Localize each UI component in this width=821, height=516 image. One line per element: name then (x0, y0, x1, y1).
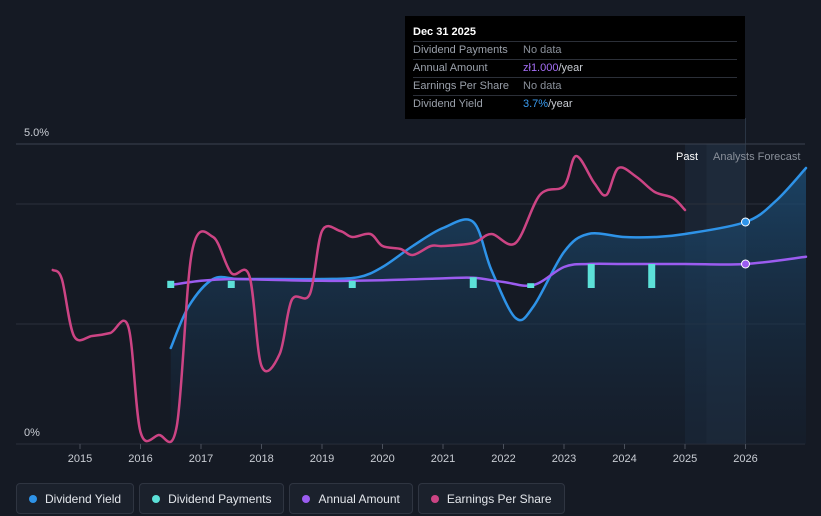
y-tick-label: 0% (24, 427, 40, 439)
dividend-yield-marker (741, 217, 750, 227)
legend-item-dividend-payments[interactable]: Dividend Payments (139, 483, 285, 514)
dividend-payment-bar (527, 283, 535, 288)
tooltip-row-annual-amount: Annual Amount zł1.000/year (413, 60, 737, 78)
tooltip-value: zł1.000/year (523, 60, 583, 77)
x-tick-label: 2017 (189, 453, 213, 465)
x-tick-label: 2016 (128, 453, 152, 465)
legend-label: Annual Amount (318, 491, 400, 506)
legend-label: Earnings Per Share (446, 491, 552, 506)
legend-item-earnings-per-share[interactable]: Earnings Per Share (417, 483, 565, 514)
x-tick-label: 2019 (310, 453, 334, 465)
unit-text: /year (558, 62, 583, 74)
dividend-payment-bar (348, 280, 356, 288)
y-tick-label: 5.0% (24, 127, 49, 139)
dividend-payments-dot-icon (152, 494, 161, 503)
tooltip-label: Dividend Yield (413, 98, 483, 110)
legend-item-annual-amount[interactable]: Annual Amount (289, 483, 413, 514)
x-tick-label: 2015 (68, 453, 92, 465)
earnings-per-share-dot-icon (430, 494, 439, 503)
legend-label: Dividend Yield (45, 491, 122, 506)
tooltip-label: Earnings Per Share (413, 80, 509, 92)
dividend-yield-dot-icon (29, 494, 37, 503)
legend-label: Dividend Payments (168, 491, 272, 506)
annual-amount-value: zł1.000 (523, 62, 559, 74)
dividend-yield-value: 3.7% (523, 98, 549, 110)
dividend-payment-bar (587, 264, 595, 288)
tooltip-date: Dec 31 2025 (413, 23, 737, 42)
tooltip-row-dividend-payments: Dividend Payments No data (413, 42, 737, 60)
x-tick-label: 2018 (249, 453, 273, 465)
legend-item-dividend-yield[interactable]: Dividend Yield (16, 483, 135, 514)
x-tick-label: 2025 (673, 453, 697, 465)
tooltip: Dec 31 2025 Dividend Payments No data An… (405, 16, 745, 119)
dividend-yield-area (170, 168, 806, 444)
x-tick-label: 2021 (431, 453, 455, 465)
annual-amount-dot-icon (302, 494, 311, 503)
annual-amount-marker (741, 259, 750, 269)
tooltip-row-dividend-yield: Dividend Yield 3.7%/year (413, 96, 737, 113)
tooltip-row-earnings-per-share: Earnings Per Share No data (413, 78, 737, 96)
dividend-payment-bar (469, 277, 477, 288)
x-tick-label: 2020 (370, 453, 394, 465)
dividend-payment-bar (167, 280, 175, 288)
past-region-label: Past (676, 151, 698, 163)
x-tick-label: 2024 (612, 453, 636, 465)
dividend-payment-bar (227, 280, 235, 288)
x-tick-label: 2022 (491, 453, 515, 465)
unit-text: /year (548, 98, 573, 110)
dividend-payment-bar (648, 264, 656, 288)
x-tick-label: 2026 (733, 453, 757, 465)
tooltip-value: 3.7%/year (523, 96, 573, 113)
tooltip-value: No data (523, 80, 562, 92)
tooltip-label: Dividend Payments (413, 44, 508, 56)
tooltip-label: Annual Amount (413, 62, 488, 74)
legend: Dividend Yield Dividend Payments Annual … (16, 483, 565, 514)
forecast-region-label: Analysts Forecast (713, 151, 800, 163)
x-tick-label: 2023 (552, 453, 576, 465)
tooltip-value: No data (523, 44, 562, 56)
earnings-per-share-line (51, 154, 687, 444)
